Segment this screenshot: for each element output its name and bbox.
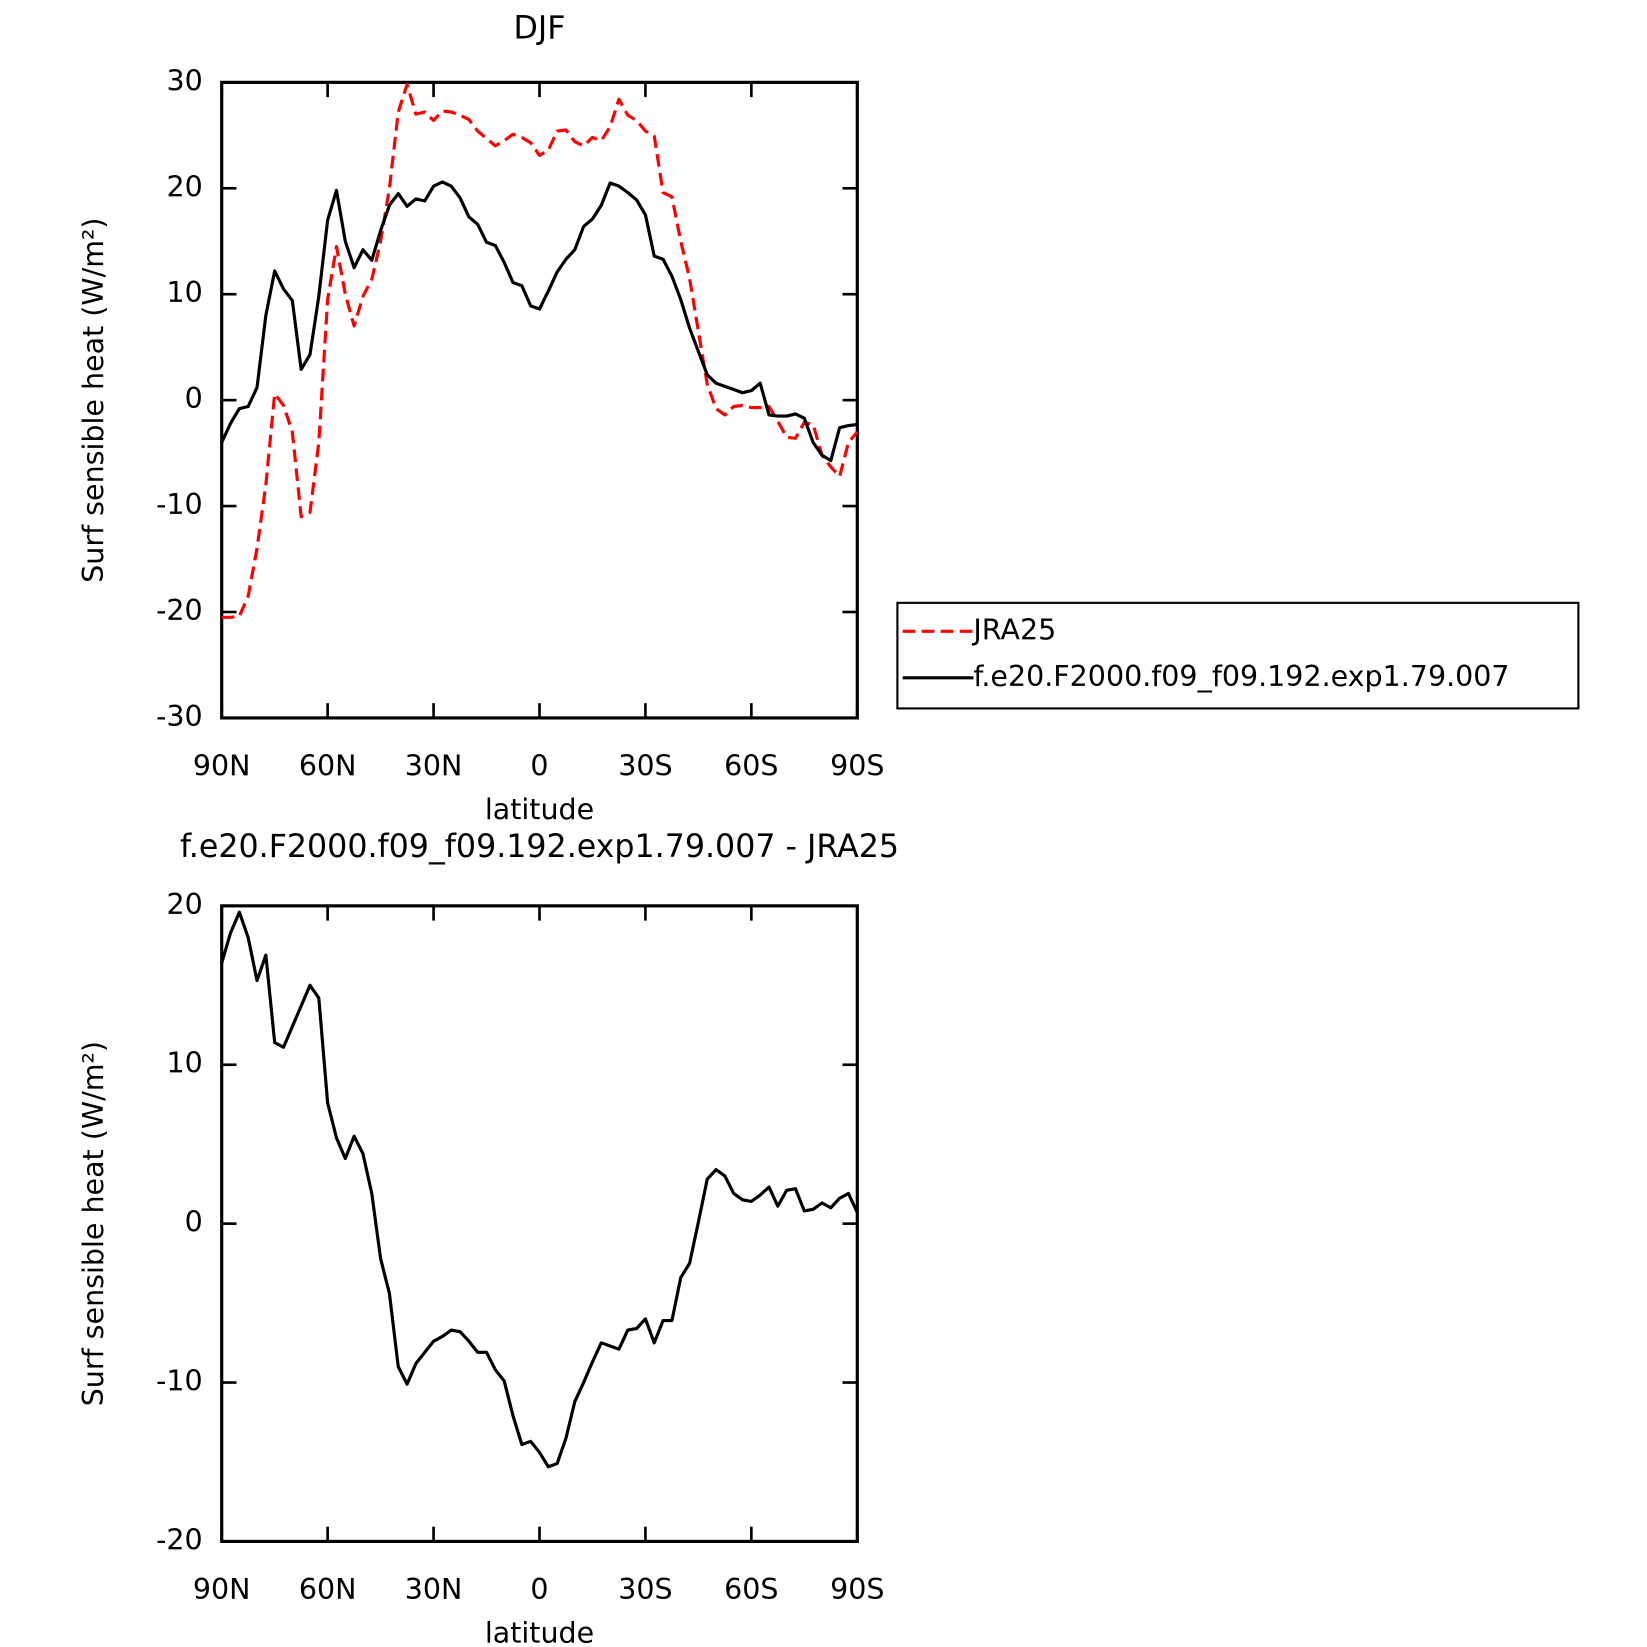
x-tick-label: 90N: [193, 750, 251, 783]
legend-label: f.e20.F2000.f09_f09.192.exp1.79.007: [973, 660, 1509, 693]
plot-frame: [220, 904, 859, 1544]
data-line: [220, 180, 858, 463]
x-tick-label: 30N: [405, 750, 463, 783]
y-tick-label: -10: [156, 1365, 203, 1398]
y-tick-label: -20: [156, 594, 203, 627]
y-tick-label: 0: [185, 1206, 203, 1239]
x-tick-label: 60S: [724, 1573, 778, 1606]
x-tick-label: 30S: [618, 1573, 672, 1606]
x-tick-label: 60N: [299, 1573, 357, 1606]
y-axis-label: Surf sensible heat (W/m²): [77, 217, 110, 582]
y-axis-label: Surf sensible heat (W/m²): [77, 1041, 110, 1406]
x-tick-label: 60S: [724, 750, 778, 783]
y-tick-label: 30: [166, 64, 202, 97]
y-tick-label: -30: [156, 700, 203, 733]
x-tick-label: 30S: [618, 750, 672, 783]
chart-title: DJF: [514, 11, 566, 47]
chart-title: f.e20.F2000.f09_f09.192.exp1.79.007 - JR…: [180, 829, 899, 865]
y-tick-label: -20: [156, 1523, 203, 1556]
data-line: [220, 910, 859, 1469]
plot-frame: [220, 80, 859, 720]
x-tick-label: 0: [530, 1573, 548, 1606]
y-tick-label: 10: [166, 276, 202, 309]
x-tick-label: 60N: [299, 750, 357, 783]
y-tick-label: 20: [166, 888, 202, 921]
x-tick-label: 90N: [193, 1573, 251, 1606]
legend: JRA25 f.e20.F2000.f09_f09.192.exp1.79.007: [896, 601, 1580, 710]
legend-box: [896, 601, 1580, 710]
x-tick-label: 30N: [405, 1573, 463, 1606]
x-tick-label: 90S: [830, 750, 884, 783]
y-tick-label: -10: [156, 488, 203, 521]
y-tick-label: 0: [185, 382, 203, 415]
x-tick-label: 90S: [830, 1573, 884, 1606]
data-line: [221, 82, 859, 619]
legend-label: JRA25: [971, 613, 1056, 646]
y-tick-label: 10: [166, 1047, 202, 1080]
x-tick-label: 0: [530, 750, 548, 783]
x-axis-label: latitude: [485, 793, 594, 826]
y-tick-label: 20: [166, 170, 202, 203]
x-axis-label: latitude: [485, 1616, 594, 1647]
